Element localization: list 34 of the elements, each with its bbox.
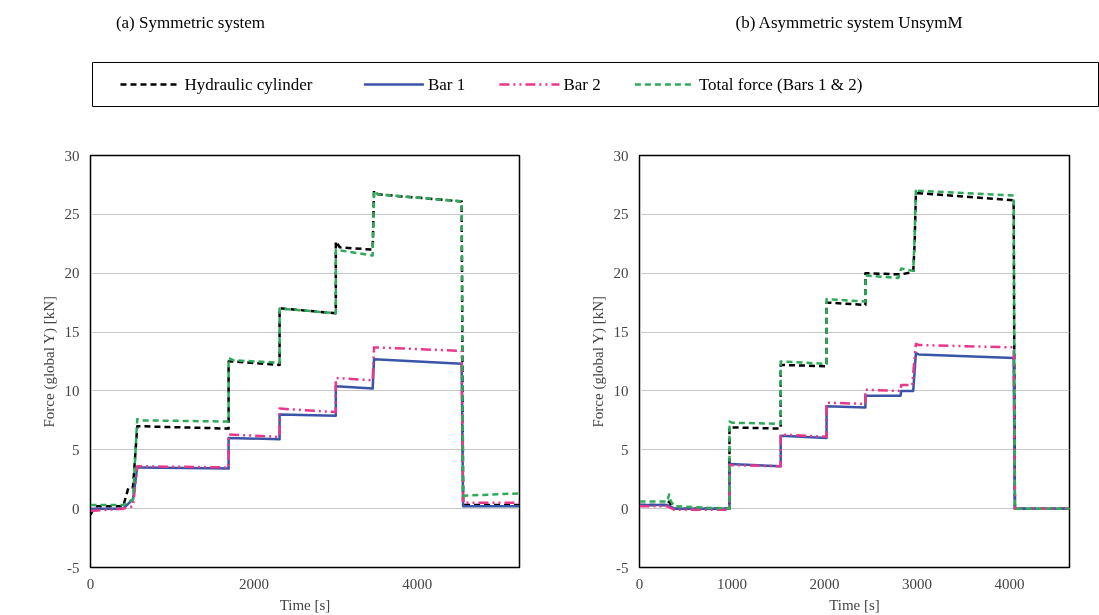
x-tick-label: 0 xyxy=(635,575,644,592)
x-tick-label: 3000 xyxy=(901,575,932,592)
x-tick-label: 2000 xyxy=(809,575,840,592)
x-tick-label: 0 xyxy=(86,575,95,592)
chart-title: (b) Asymmetric system UnsymM xyxy=(735,13,963,32)
y-tick-label: 25 xyxy=(613,206,629,223)
legend-label: Total force (Bars 1 & 2) xyxy=(698,75,863,94)
y-tick-label: 20 xyxy=(64,265,80,282)
legend-label: Bar 2 xyxy=(563,75,601,94)
y-tick-label: 30 xyxy=(64,147,80,164)
y-tick-label: 10 xyxy=(613,382,629,399)
y-tick-label: 15 xyxy=(613,324,629,341)
y-tick-label: 0 xyxy=(72,500,80,517)
y-axis-title: Force (global Y) [kN] xyxy=(589,296,607,428)
x-tick-label: 1000 xyxy=(716,575,747,592)
legend-label: Hydraulic cylinder xyxy=(184,75,313,94)
y-tick-label: 0 xyxy=(621,500,629,517)
y-tick-label: 20 xyxy=(613,265,629,282)
x-tick-label: 2000 xyxy=(238,575,269,592)
x-axis-title: Time [s] xyxy=(279,596,331,613)
y-tick-label: -5 xyxy=(67,559,80,576)
y-tick-label: 5 xyxy=(72,441,80,458)
y-tick-label: 15 xyxy=(64,324,80,341)
y-tick-label: -5 xyxy=(616,559,629,576)
y-tick-label: 10 xyxy=(64,382,80,399)
chart-title: (a) Symmetric system xyxy=(115,13,266,32)
y-tick-label: 25 xyxy=(64,206,80,223)
x-axis-title: Time [s] xyxy=(829,596,880,613)
x-tick-label: 4000 xyxy=(994,575,1025,592)
legend-label: Bar 1 xyxy=(427,75,466,94)
y-axis-title: Force (global Y) [kN] xyxy=(40,296,58,428)
x-tick-label: 4000 xyxy=(402,575,433,592)
y-tick-label: 5 xyxy=(621,441,629,458)
y-tick-label: 30 xyxy=(613,147,629,164)
